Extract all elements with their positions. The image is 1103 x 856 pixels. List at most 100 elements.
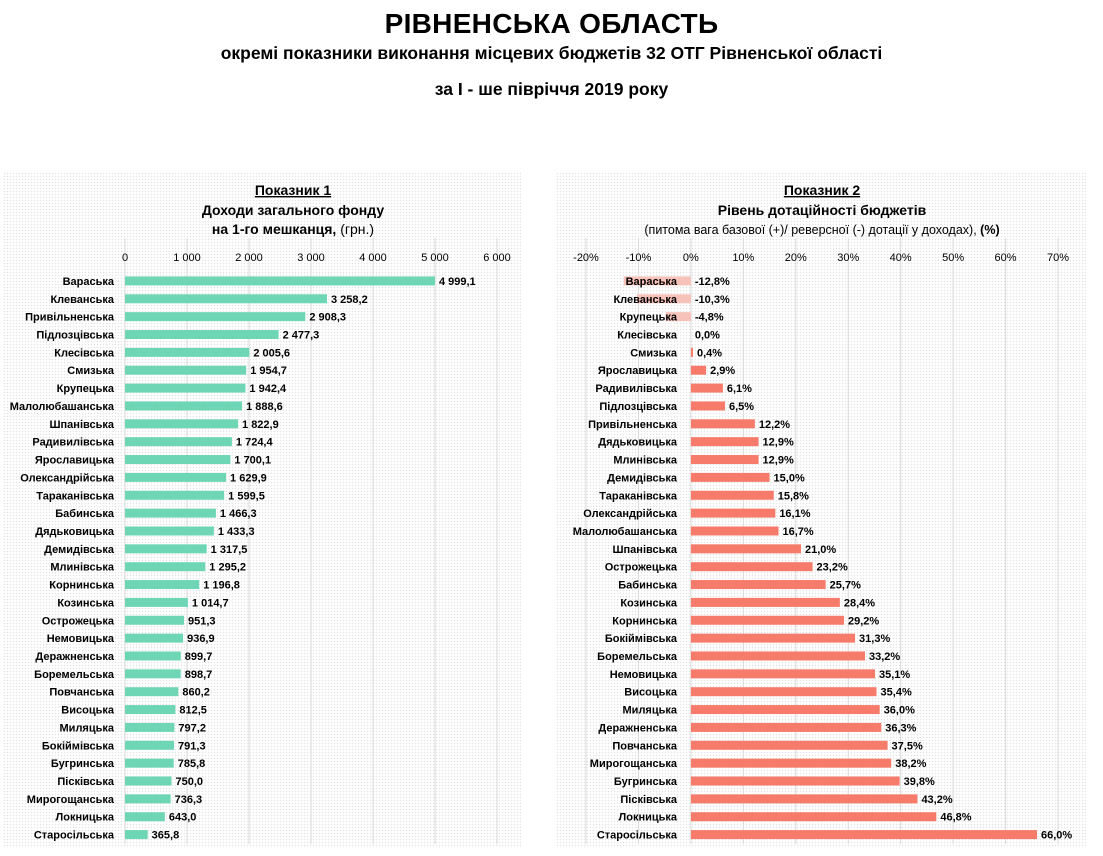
bar <box>125 330 279 340</box>
bar <box>125 490 225 500</box>
category-label: Демидівська <box>607 472 678 484</box>
x-tick-label: 1 000 <box>173 252 201 264</box>
category-label: Привільненська <box>25 312 115 324</box>
bar <box>125 508 216 518</box>
page-period: за І - ше півріччя 2019 року <box>434 79 669 99</box>
category-label: Боремельська <box>597 651 678 663</box>
data-label: 2,9% <box>710 365 735 377</box>
bar <box>125 276 435 286</box>
data-label: 23,2% <box>817 562 848 574</box>
category-label: Бугринська <box>614 776 678 788</box>
data-label: 1 317,5 <box>211 544 248 556</box>
bar <box>125 633 184 643</box>
bar <box>125 562 206 572</box>
data-label: 39,8% <box>904 776 935 788</box>
category-label: Бабинська <box>55 508 115 520</box>
bar <box>690 776 900 786</box>
category-label: Боремельська <box>34 669 115 681</box>
category-label: Ярославицька <box>35 455 115 467</box>
category-label: Висоцька <box>61 705 115 717</box>
category-label: Клесівська <box>54 347 115 359</box>
data-label: 791,3 <box>178 740 206 752</box>
data-label: 35,1% <box>879 669 910 681</box>
bar <box>125 597 188 607</box>
data-label: 29,2% <box>848 615 879 627</box>
chart-subtitle: (питома вага базової (+)/ реверсної (-) … <box>644 223 999 237</box>
data-label: 12,9% <box>763 455 794 467</box>
x-tick-label: 3 000 <box>297 252 325 264</box>
data-label: 1 700,1 <box>234 455 271 467</box>
category-label: Клеванська <box>50 294 114 306</box>
chart-title: Доходи загального фонду <box>202 202 384 218</box>
bar <box>125 294 328 304</box>
bar <box>125 544 207 554</box>
chart-panel-subsidy: Показник 2 Рівень дотаційності бюджетів (п… <box>556 172 1086 848</box>
category-label: Шпанівська <box>49 419 114 431</box>
bar <box>125 383 246 393</box>
category-label: Корнинська <box>612 615 678 627</box>
bar <box>690 526 779 536</box>
bar <box>690 740 888 750</box>
category-label: Бокіймівська <box>605 633 678 645</box>
bar <box>125 526 214 536</box>
x-tick-label: 4 000 <box>359 252 387 264</box>
x-tick-label: 70% <box>1047 252 1069 264</box>
category-label: Ярославицька <box>598 365 678 377</box>
bar <box>690 830 1038 840</box>
subsidy-bar-chart: Показник 2 Рівень дотаційності бюджетів (п… <box>573 182 1072 844</box>
data-label: 0,0% <box>695 330 720 342</box>
chart-subtitle: на 1-го мешканця, (грн.) <box>212 221 374 237</box>
data-label: 899,7 <box>185 651 213 663</box>
bar <box>690 812 937 822</box>
x-tick-label: 5 000 <box>421 252 449 264</box>
data-label: 43,2% <box>921 794 952 806</box>
data-label: 37,5% <box>892 740 923 752</box>
bar <box>623 276 691 286</box>
data-label: 1 433,3 <box>218 526 255 538</box>
category-label: Козинська <box>57 597 115 609</box>
bar <box>690 597 840 607</box>
bar <box>125 472 227 482</box>
category-label: Миляцька <box>60 722 115 734</box>
category-label: Підлозцівська <box>599 401 678 413</box>
category-label: Пісківська <box>57 776 115 788</box>
page-subtitle: окремі показники виконання місцевих бюдж… <box>220 43 883 63</box>
category-label: Млинівська <box>50 562 114 574</box>
category-label: Немовицька <box>47 633 115 645</box>
bar <box>125 758 174 768</box>
category-label: Смизька <box>630 347 678 359</box>
data-label: 1 295,2 <box>209 562 246 574</box>
bar <box>690 472 770 482</box>
category-label: Радивилівська <box>595 383 677 395</box>
bar <box>125 401 243 411</box>
data-label: 46,8% <box>940 812 971 824</box>
category-label: Старосільська <box>597 830 678 842</box>
data-label: 797,2 <box>178 722 206 734</box>
data-label: 38,2% <box>895 758 926 770</box>
bar <box>690 633 856 643</box>
data-label: 12,2% <box>759 419 790 431</box>
category-label: Пісківська <box>620 794 678 806</box>
chart-panel-label: Показник 2 <box>784 182 860 198</box>
bar <box>125 687 179 697</box>
bar <box>125 830 148 840</box>
bar <box>690 508 776 518</box>
data-label: 6,1% <box>727 383 752 395</box>
chart-title: Рівень дотаційності бюджетів <box>718 202 927 218</box>
bar <box>125 419 239 429</box>
chart-panel-revenue: Показник 1 Доходи загального фонду на 1-го… <box>3 172 521 848</box>
category-label: Повчанська <box>612 740 678 752</box>
data-label: 1 724,4 <box>236 437 274 449</box>
category-label: Підлозцівська <box>36 330 115 342</box>
data-label: 785,8 <box>178 758 206 770</box>
category-label: Олександрійська <box>583 508 678 520</box>
chart-subtitle-part: (грн.) <box>336 221 374 237</box>
data-label: 1 954,7 <box>250 365 287 377</box>
category-label: Немовицька <box>610 669 678 681</box>
x-tick-label: -10% <box>626 252 652 264</box>
data-label: -10,3% <box>695 294 730 306</box>
data-label: 3 258,2 <box>331 294 368 306</box>
bar <box>690 687 877 697</box>
data-label: 898,7 <box>185 669 213 681</box>
revenue-bar-chart: Показник 1 Доходи загального фонду на 1-го… <box>10 182 511 844</box>
